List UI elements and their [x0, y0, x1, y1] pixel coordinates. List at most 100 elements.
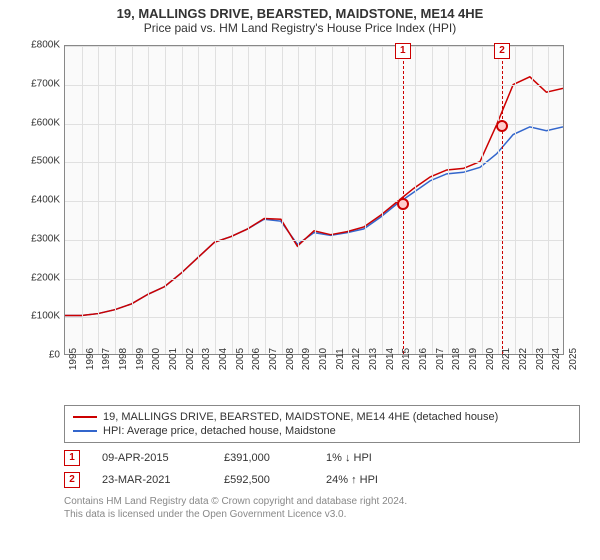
x-axis-label: 1996 [85, 348, 96, 370]
tx-price: £391,000 [224, 452, 304, 464]
gridline-v [182, 46, 183, 354]
x-axis-label: 2017 [435, 348, 446, 370]
y-axis-label: £500K [20, 156, 60, 167]
x-axis-label: 2000 [151, 348, 162, 370]
gridline-v [465, 46, 466, 354]
transaction-table: 109-APR-2015£391,0001% ↓ HPI223-MAR-2021… [64, 447, 580, 491]
x-axis-label: 2001 [168, 348, 179, 370]
gridline-v [482, 46, 483, 354]
gridline-h [65, 85, 563, 86]
y-axis-label: £800K [20, 40, 60, 51]
gridline-v [348, 46, 349, 354]
marker-line [502, 46, 503, 354]
x-axis-label: 2021 [501, 348, 512, 370]
x-axis-label: 2023 [535, 348, 546, 370]
plot-area: 12 [64, 45, 564, 355]
x-axis-label: 2019 [468, 348, 479, 370]
gridline-h [65, 240, 563, 241]
x-axis-label: 2002 [185, 348, 196, 370]
x-axis-label: 2022 [518, 348, 529, 370]
x-axis-label: 2004 [218, 348, 229, 370]
gridline-h [65, 201, 563, 202]
footnote-line: This data is licensed under the Open Gov… [64, 508, 580, 521]
marker-dot [397, 198, 409, 210]
footnote-line: Contains HM Land Registry data © Crown c… [64, 495, 580, 508]
y-axis-label: £400K [20, 195, 60, 206]
page-subtitle: Price paid vs. HM Land Registry's House … [0, 21, 600, 39]
x-axis-label: 2020 [485, 348, 496, 370]
legend: 19, MALLINGS DRIVE, BEARSTED, MAIDSTONE,… [64, 405, 580, 443]
x-axis-label: 1998 [118, 348, 129, 370]
gridline-v [365, 46, 366, 354]
gridline-v [115, 46, 116, 354]
x-axis-label: 2016 [418, 348, 429, 370]
series-hpi [65, 127, 563, 316]
tx-date: 23-MAR-2021 [102, 474, 202, 486]
x-axis-label: 2003 [201, 348, 212, 370]
gridline-v [298, 46, 299, 354]
tx-diff: 24% ↑ HPI [326, 474, 406, 486]
gridline-v [232, 46, 233, 354]
marker-badge: 2 [494, 43, 510, 59]
gridline-v [532, 46, 533, 354]
gridline-v [548, 46, 549, 354]
legend-swatch [73, 416, 97, 418]
gridline-h [65, 46, 563, 47]
marker-dot [496, 120, 508, 132]
x-axis-label: 2011 [335, 348, 346, 370]
legend-item: HPI: Average price, detached house, Maid… [73, 424, 571, 438]
x-axis-label: 2014 [385, 348, 396, 370]
x-axis-label: 2013 [368, 348, 379, 370]
x-axis-label: 2010 [318, 348, 329, 370]
page-title: 19, MALLINGS DRIVE, BEARSTED, MAIDSTONE,… [0, 0, 600, 21]
x-axis-label: 1997 [101, 348, 112, 370]
tx-diff: 1% ↓ HPI [326, 452, 406, 464]
y-axis-label: £300K [20, 233, 60, 244]
y-axis-label: £0 [20, 350, 60, 361]
y-axis-label: £700K [20, 78, 60, 89]
x-axis-label: 2024 [551, 348, 562, 370]
price-chart: 12 £0£100K£200K£300K£400K£500K£600K£700K… [20, 39, 580, 399]
gridline-v [515, 46, 516, 354]
x-axis-label: 2012 [351, 348, 362, 370]
x-axis-label: 2009 [301, 348, 312, 370]
gridline-v [132, 46, 133, 354]
tx-date: 09-APR-2015 [102, 452, 202, 464]
tx-badge: 1 [64, 450, 80, 466]
gridline-v [98, 46, 99, 354]
gridline-v [248, 46, 249, 354]
legend-label: HPI: Average price, detached house, Maid… [103, 425, 336, 437]
gridline-v [215, 46, 216, 354]
gridline-v [382, 46, 383, 354]
x-axis-label: 1995 [68, 348, 79, 370]
legend-swatch [73, 430, 97, 432]
gridline-v [448, 46, 449, 354]
tx-price: £592,500 [224, 474, 304, 486]
gridline-v [265, 46, 266, 354]
chart-lines [65, 46, 563, 354]
x-axis-label: 2018 [451, 348, 462, 370]
x-axis-label: 1999 [135, 348, 146, 370]
x-axis-label: 2008 [285, 348, 296, 370]
footnote: Contains HM Land Registry data © Crown c… [64, 495, 580, 521]
gridline-v [282, 46, 283, 354]
x-axis-label: 2005 [235, 348, 246, 370]
legend-label: 19, MALLINGS DRIVE, BEARSTED, MAIDSTONE,… [103, 411, 498, 423]
gridline-h [65, 124, 563, 125]
gridline-v [315, 46, 316, 354]
x-axis-label: 2006 [251, 348, 262, 370]
series-property [65, 77, 563, 316]
gridline-h [65, 317, 563, 318]
legend-item: 19, MALLINGS DRIVE, BEARSTED, MAIDSTONE,… [73, 410, 571, 424]
gridline-v [148, 46, 149, 354]
x-axis-label: 2025 [568, 348, 579, 370]
gridline-v [432, 46, 433, 354]
gridline-h [65, 162, 563, 163]
gridline-h [65, 279, 563, 280]
y-axis-label: £200K [20, 272, 60, 283]
x-axis-label: 2015 [401, 348, 412, 370]
gridline-v [165, 46, 166, 354]
transaction-row: 1 09-APR-2015 £391,000 1% ↓ HPI [64, 447, 580, 469]
marker-badge: 1 [395, 43, 411, 59]
gridline-v [332, 46, 333, 354]
